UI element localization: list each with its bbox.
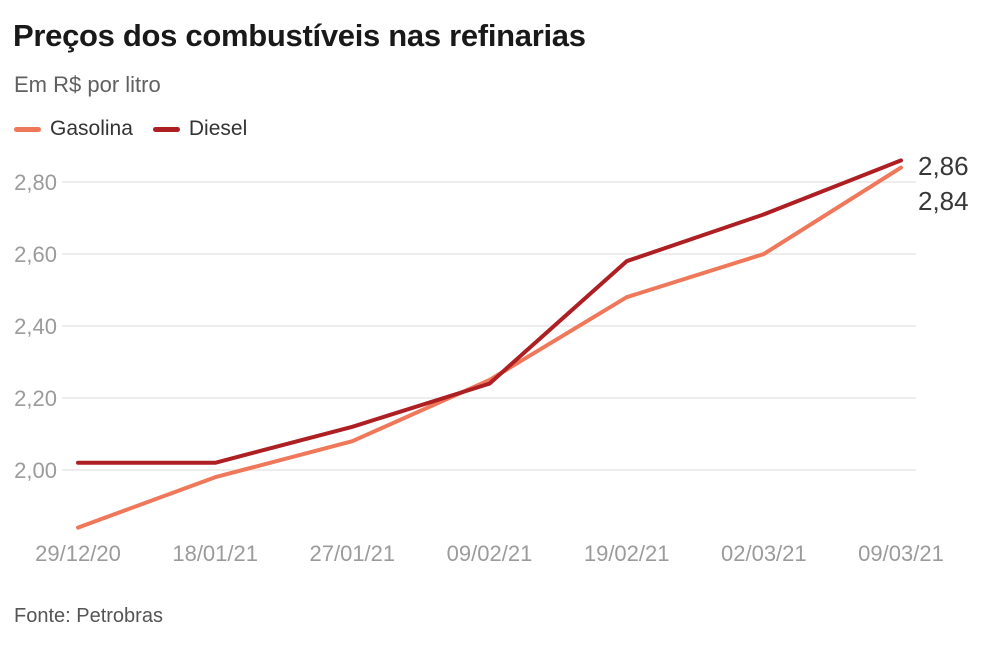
x-axis-tick-label: 09/03/21	[858, 541, 944, 566]
gasolina-line-swatch-icon	[14, 126, 41, 132]
y-axis-tick-label: 2,00	[14, 458, 57, 483]
legend-item-diesel: Diesel	[152, 117, 248, 141]
legend: Gasolina Diesel	[14, 117, 247, 141]
source-credit: Fonte: Petrobras	[14, 605, 163, 627]
chart-subtitle: Em R$ por litro	[14, 72, 161, 97]
chart-title: Preços dos combustíveis nas refinarias	[13, 18, 586, 53]
x-axis-tick-label: 29/12/20	[35, 541, 121, 566]
x-axis-tick-label: 09/02/21	[447, 541, 533, 566]
y-axis-tick-label: 2,60	[14, 242, 57, 267]
x-axis-tick-label: 27/01/21	[310, 541, 396, 566]
y-axis-tick-label: 2,80	[14, 170, 57, 195]
legend-label-diesel: Diesel	[188, 117, 248, 140]
x-axis-tick-label: 18/01/21	[172, 541, 258, 566]
y-axis-tick-label: 2,20	[14, 386, 57, 411]
legend-label-gasolina: Gasolina	[50, 117, 133, 140]
series-line-diesel	[76, 158, 903, 465]
x-axis-tick-label: 02/03/21	[721, 541, 807, 566]
x-axis-tick-label: 19/02/21	[584, 541, 670, 566]
end-value-label-diesel: 2,86	[918, 151, 969, 181]
legend-item-gasolina: Gasolina	[14, 117, 133, 141]
diesel-line-swatch-icon	[152, 126, 180, 132]
end-value-label-gasolina: 2,84	[918, 186, 969, 216]
series-line-gasolina	[76, 165, 903, 530]
y-axis-tick-label: 2,40	[14, 314, 57, 339]
